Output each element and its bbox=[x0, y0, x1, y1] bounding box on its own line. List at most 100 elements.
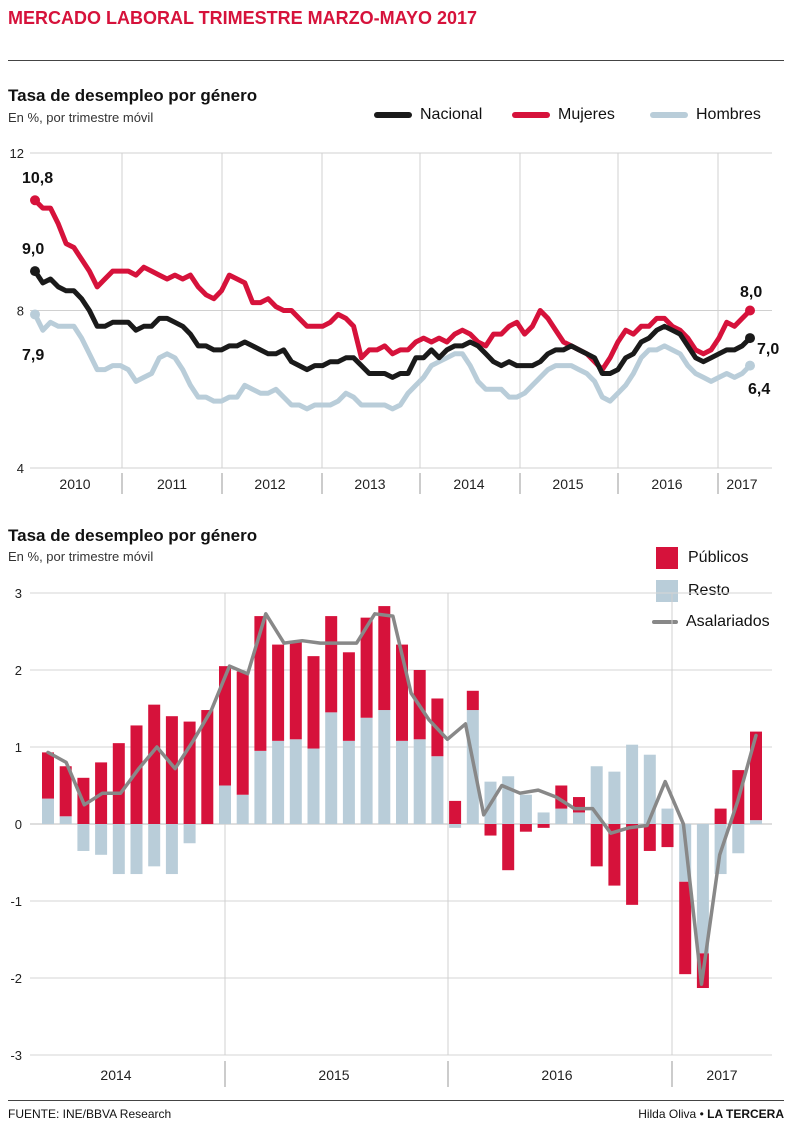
value-label-mujeres: 10,8 bbox=[22, 170, 53, 187]
bar-resto bbox=[378, 710, 391, 824]
legend-swatch-nacional bbox=[374, 112, 412, 118]
bar-resto bbox=[626, 744, 639, 824]
bar-publicos bbox=[254, 616, 267, 751]
legend-label-resto: Resto bbox=[688, 582, 730, 599]
bar-resto bbox=[254, 750, 267, 824]
bar-publicos bbox=[502, 824, 515, 871]
chart2-legend-asalariados: Asalariados bbox=[652, 613, 770, 631]
bar-publicos bbox=[165, 716, 178, 824]
series-line-mujeres bbox=[32, 197, 753, 373]
bar-publicos bbox=[342, 652, 355, 741]
x-tick-label: 2017 bbox=[726, 476, 757, 492]
x-tick-label: 2014 bbox=[453, 476, 484, 492]
byline: Hilda Oliva • LA TERCERA bbox=[638, 1107, 784, 1121]
chart1-legend-nacional: Nacional bbox=[374, 106, 482, 124]
bar-resto bbox=[608, 771, 621, 824]
bar-resto bbox=[130, 824, 143, 875]
bar-resto bbox=[750, 820, 762, 824]
x-tick-label: 2016 bbox=[541, 1067, 572, 1083]
bar-resto bbox=[661, 808, 674, 824]
bar-resto bbox=[165, 824, 178, 875]
bar-resto bbox=[537, 812, 550, 824]
bar-resto bbox=[696, 824, 709, 954]
x-tick-label: 2015 bbox=[552, 476, 583, 492]
x-tick-label: 2013 bbox=[354, 476, 385, 492]
bar-publicos bbox=[59, 766, 72, 817]
x-tick-label: 2011 bbox=[157, 476, 187, 492]
bar-publicos bbox=[289, 640, 302, 740]
bar-publicos bbox=[325, 616, 338, 713]
bar-publicos bbox=[679, 881, 692, 975]
unemployment-line-chart: 4 8 12 2010 2011 2012 2013 2014 2015 2016 2017 10,8… bbox=[10, 146, 779, 494]
bar-resto bbox=[342, 740, 355, 824]
legend-swatch-mujeres bbox=[512, 112, 550, 118]
headline: MERCADO LABORAL TRIMESTRE MARZO-MAYO 201… bbox=[8, 8, 478, 28]
end-point-nacional bbox=[745, 333, 755, 344]
bar-resto bbox=[431, 756, 444, 824]
bar-publicos bbox=[130, 725, 143, 824]
bar-publicos bbox=[360, 617, 373, 718]
end-point-mujeres bbox=[745, 305, 755, 316]
author-name: Hilda Oliva bbox=[638, 1107, 697, 1121]
y-tick-label: 0 bbox=[15, 817, 22, 832]
bar-resto bbox=[360, 717, 373, 824]
legend-swatch-hombres bbox=[650, 112, 688, 118]
x-tick-label: 2014 bbox=[100, 1067, 131, 1083]
value-label-hombres: 6,4 bbox=[748, 381, 770, 398]
start-point-mujeres bbox=[30, 195, 40, 206]
chart1-legend-mujeres: Mujeres bbox=[512, 106, 615, 124]
headline-rule bbox=[8, 60, 784, 61]
value-label-mujeres: 8,0 bbox=[740, 284, 762, 301]
series-line-hombres bbox=[32, 311, 753, 412]
value-label-hombres: 7,9 bbox=[22, 347, 44, 364]
bar-publicos bbox=[626, 824, 639, 905]
series-line-asalariados bbox=[46, 612, 758, 986]
bar-resto bbox=[112, 824, 125, 875]
value-label-nacional: 9,0 bbox=[22, 241, 44, 258]
series-line-nacional bbox=[32, 268, 753, 380]
bar-publicos bbox=[466, 690, 479, 711]
legend-label-hombres: Hombres bbox=[696, 106, 761, 123]
x-tick-label: 2010 bbox=[59, 476, 90, 492]
legend-label-nacional: Nacional bbox=[420, 106, 483, 123]
y-tick-label: 2 bbox=[15, 663, 22, 678]
byline-separator: • bbox=[699, 1107, 704, 1121]
chart1-legend-hombres: Hombres bbox=[650, 106, 761, 124]
outlet-name: LA TERCERA bbox=[707, 1107, 784, 1121]
y-tick-label: 1 bbox=[15, 740, 22, 755]
bar-publicos bbox=[219, 666, 231, 786]
footer-rule bbox=[8, 1100, 784, 1101]
chart2-legend-publicos: Públicos bbox=[656, 547, 748, 569]
bar-publicos bbox=[661, 824, 674, 848]
bar-resto bbox=[59, 816, 72, 824]
bar-publicos bbox=[714, 808, 727, 824]
bar-resto bbox=[643, 754, 656, 824]
bar-resto bbox=[555, 808, 568, 824]
bar-publicos bbox=[236, 671, 249, 795]
bar-resto bbox=[573, 812, 585, 824]
chart1-title: Tasa de desempleo por género bbox=[8, 86, 258, 105]
bar-resto bbox=[77, 824, 90, 851]
bar-publicos bbox=[449, 800, 462, 824]
bar-publicos bbox=[307, 656, 320, 749]
bar-resto bbox=[307, 748, 320, 824]
legend-label-publicos: Públicos bbox=[688, 549, 749, 566]
legend-swatch-publicos bbox=[656, 547, 678, 569]
bar-publicos bbox=[537, 824, 550, 828]
y-tick-label: 12 bbox=[10, 146, 24, 161]
bar-publicos bbox=[42, 752, 54, 799]
x-tick-label: 2016 bbox=[651, 476, 682, 492]
start-point-hombres bbox=[30, 309, 40, 320]
y-tick-label: 3 bbox=[15, 586, 22, 601]
source-note: FUENTE: INE/BBVA Research bbox=[8, 1107, 172, 1121]
bar-publicos bbox=[484, 824, 497, 836]
x-tick-label: 2012 bbox=[254, 476, 285, 492]
chart1-subtitle: En %, por trimestre móvil bbox=[8, 110, 154, 125]
chart2-subtitle: En %, por trimestre móvil bbox=[8, 549, 154, 564]
y-tick-label: -2 bbox=[10, 971, 22, 986]
bar-publicos bbox=[272, 644, 285, 741]
bar-resto bbox=[95, 824, 108, 855]
bar-publicos bbox=[148, 704, 161, 824]
bar-resto bbox=[289, 739, 302, 824]
x-tick-label: 2017 bbox=[706, 1067, 737, 1083]
